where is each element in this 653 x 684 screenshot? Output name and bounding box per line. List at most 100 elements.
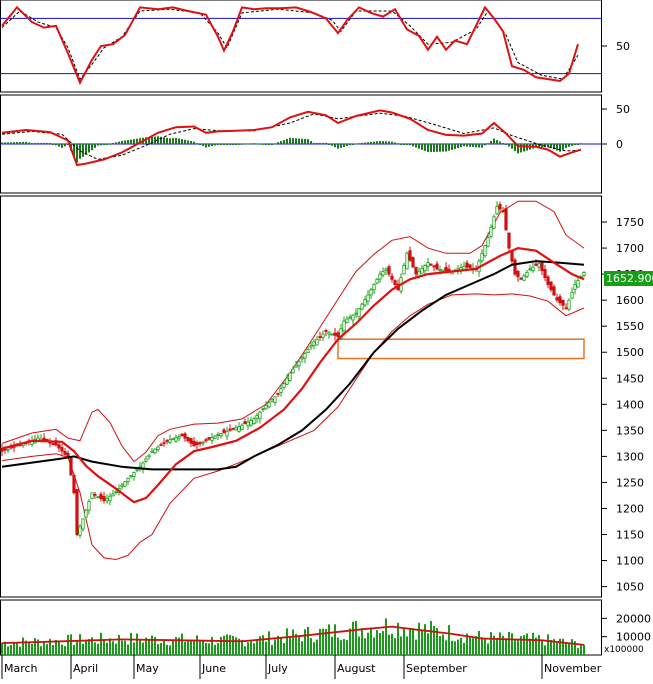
candle-up — [438, 269, 442, 271]
price-badge-group: 1652.900 — [604, 271, 653, 286]
candle-down — [498, 204, 502, 210]
rsi-frame — [0, 0, 602, 93]
candle-up — [87, 501, 91, 511]
volume-bar — [517, 638, 519, 655]
volume-bar — [508, 631, 510, 655]
volume-bar — [136, 633, 138, 655]
candle-up — [201, 441, 205, 444]
macd-histogram-bar — [235, 144, 237, 145]
candle-up — [360, 303, 364, 310]
macd-axis-tick-label: 50 — [616, 103, 630, 116]
macd-histogram-bar — [106, 144, 108, 145]
volume-bar — [79, 634, 81, 655]
macd-histogram-bar — [325, 142, 327, 144]
volume-bar — [145, 637, 147, 655]
rsi-panel: 50 — [0, 0, 630, 93]
macd-histogram-bar — [82, 144, 84, 157]
macd-histogram-bar — [43, 142, 45, 144]
macd-histogram-bar — [415, 144, 417, 148]
macd-histogram-bar — [388, 141, 390, 144]
macd-histogram-bar — [7, 142, 9, 144]
volume-bar — [400, 636, 402, 655]
volume-bar — [103, 639, 105, 655]
candle-down — [276, 392, 280, 395]
macd-histogram-bar — [274, 143, 276, 145]
candle-up — [90, 492, 94, 500]
macd-histogram-bar — [52, 144, 54, 145]
macd-histogram-bar — [64, 144, 66, 147]
volume-bar — [313, 642, 315, 655]
macd-histogram-bar — [337, 144, 339, 149]
volume-bar — [112, 641, 114, 655]
macd-histogram-bar — [571, 144, 573, 146]
macd-histogram-bar — [160, 136, 162, 144]
volume-bar — [115, 643, 117, 655]
candle-down — [504, 208, 508, 231]
volume-bar — [199, 640, 201, 655]
macd-histogram-bar — [241, 143, 243, 145]
volume-bar — [445, 640, 447, 655]
candle-down — [222, 429, 226, 433]
macd-histogram-bar — [1, 142, 3, 144]
macd-histogram-bar — [253, 143, 255, 145]
macd-histogram-bar — [358, 143, 360, 145]
volume-bar — [160, 642, 162, 655]
candle-up — [327, 332, 331, 335]
candle-up — [288, 372, 292, 381]
volume-bar — [301, 641, 303, 655]
macd-histogram-bar — [436, 144, 438, 152]
volume-bar — [481, 637, 483, 655]
volume-bar — [31, 644, 33, 655]
candle-up — [576, 280, 580, 288]
macd-histogram-bar — [283, 140, 285, 144]
macd-histogram-bar — [208, 144, 210, 147]
macd-histogram-bar — [547, 144, 549, 148]
month-label: March — [4, 662, 38, 675]
volume-bar — [133, 642, 135, 655]
volume-bar — [577, 648, 579, 655]
volume-bar — [436, 628, 438, 655]
macd-histogram-bar — [406, 144, 408, 146]
volume-bar — [118, 634, 120, 655]
macd-histogram-bar — [475, 144, 477, 148]
candle-up — [273, 396, 277, 403]
macd-histogram-bar — [202, 144, 204, 147]
macd-histogram-bar — [256, 143, 258, 145]
candle-up — [129, 474, 133, 478]
volume-bar — [91, 637, 93, 655]
candle-down — [333, 332, 337, 336]
macd-histogram-bar — [478, 144, 480, 148]
volume-bar — [187, 640, 189, 655]
volume-bar — [154, 637, 156, 655]
volume-bar — [544, 645, 546, 655]
macd-histogram-bar — [385, 141, 387, 144]
macd-histogram-bar — [382, 141, 384, 144]
macd-histogram-bar — [316, 142, 318, 144]
macd-histogram-bar — [259, 143, 261, 145]
volume-bar — [46, 644, 48, 655]
candle-down — [69, 457, 73, 476]
volume-bar — [193, 640, 195, 655]
volume-bar — [565, 642, 567, 655]
candle-down — [207, 437, 211, 440]
candle-up — [249, 420, 253, 426]
candle-up — [111, 493, 115, 497]
macd-histogram-bar — [280, 141, 282, 144]
candle-up — [312, 341, 316, 346]
volume-bar — [289, 636, 291, 655]
volume-bar — [364, 638, 366, 655]
candle-up — [153, 448, 157, 454]
candle-up — [372, 284, 376, 291]
macd-histogram-bar — [466, 144, 468, 147]
volume-bar — [49, 638, 51, 655]
candle-up — [297, 360, 301, 367]
macd-histogram-bar — [172, 138, 174, 144]
macd-histogram-bar — [394, 142, 396, 144]
macd-histogram-bar — [139, 138, 141, 144]
volume-bar — [511, 633, 513, 655]
candle-up — [525, 271, 529, 277]
price-axis-tick-label: 1450 — [616, 372, 644, 385]
volume-bar — [124, 640, 126, 655]
macd-histogram-bar — [463, 144, 465, 147]
macd-histogram-bar — [46, 142, 48, 144]
